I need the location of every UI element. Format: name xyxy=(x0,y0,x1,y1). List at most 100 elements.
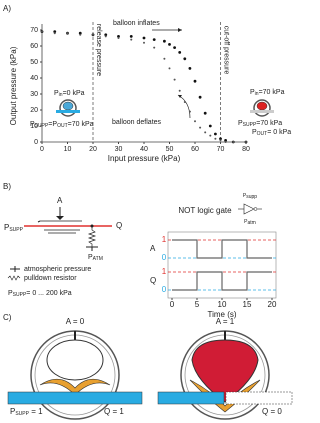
data-point xyxy=(188,67,192,70)
resistor xyxy=(87,226,97,247)
y-tick-label: 40 xyxy=(30,75,38,82)
data-point xyxy=(219,137,222,141)
arrow xyxy=(177,94,191,119)
x-axis-label: Input pressure (kPa) xyxy=(108,154,181,163)
data-point xyxy=(142,36,146,40)
data-point xyxy=(245,141,247,143)
label: Q = 1 xyxy=(104,407,124,416)
label: PATM xyxy=(88,254,103,262)
label: Q xyxy=(116,221,122,230)
data-point xyxy=(129,35,133,38)
gate-symbol xyxy=(253,207,258,211)
data-point xyxy=(214,132,217,136)
x-tick-label: 70 xyxy=(217,146,225,153)
y-tick-label: 1 xyxy=(162,235,167,244)
panel-label: B) xyxy=(3,182,11,191)
data-point xyxy=(178,51,182,54)
gate-symbol xyxy=(243,203,255,215)
x-tick-label: 50 xyxy=(166,146,174,153)
label: PSUPP= 0 ... 200 kPa xyxy=(8,290,72,298)
arrow-head xyxy=(178,28,182,32)
label: A xyxy=(57,196,63,205)
device xyxy=(157,330,293,420)
data-point xyxy=(224,141,227,143)
row-label: Q xyxy=(150,276,156,285)
data-point xyxy=(143,41,145,44)
data-point xyxy=(208,124,212,128)
data-point xyxy=(53,32,56,35)
annotation: balloon deflates xyxy=(112,119,162,126)
balloon-icon xyxy=(250,99,274,117)
y-tick-label: 30 xyxy=(30,91,38,98)
y-axis-label: Output pressure (kPa) xyxy=(9,46,18,125)
x-axis-label: Time (s) xyxy=(207,310,236,319)
x-tick-label: 5 xyxy=(195,300,200,309)
y-tick-label: 10 xyxy=(30,123,38,130)
x-tick-label: 20 xyxy=(89,146,97,153)
state-label: POUT= 0 kPa xyxy=(252,129,291,137)
x-tick-label: 0 xyxy=(170,300,175,309)
data-point xyxy=(41,30,43,33)
legend-text: atmospheric pressure xyxy=(24,266,91,273)
balloon-icon xyxy=(56,99,80,117)
data-point xyxy=(193,79,197,83)
data-point xyxy=(92,33,94,36)
chart-title: NOT logic gate xyxy=(178,206,232,215)
data-point xyxy=(173,78,176,81)
label: PSUPP = 1 xyxy=(10,407,43,417)
figure: A) B) C) Pin=0 kPa PSUPP=POUT=70 kPa Pin… xyxy=(3,4,293,420)
data-point xyxy=(168,67,171,70)
data-point xyxy=(224,139,228,142)
label: Psupp xyxy=(243,193,257,200)
y-tick-label: 0 xyxy=(34,139,38,146)
data-point xyxy=(104,33,108,37)
data-point xyxy=(53,30,57,33)
data-point xyxy=(168,43,171,46)
data-point xyxy=(178,89,181,92)
label: Patm xyxy=(244,219,256,226)
arrow-head xyxy=(56,216,64,220)
data-point xyxy=(173,46,177,49)
data-point xyxy=(130,38,133,41)
data-point xyxy=(78,31,82,35)
label: A = 1 xyxy=(216,317,235,326)
x-tick-label: 10 xyxy=(64,146,72,153)
data-point xyxy=(117,37,120,39)
x-tick-label: 30 xyxy=(115,146,123,153)
y-tick-label: 0 xyxy=(162,253,167,262)
panel-label: A) xyxy=(3,4,11,13)
y-tick-label: 1 xyxy=(162,267,167,276)
plate xyxy=(37,220,41,223)
data-point xyxy=(152,38,156,41)
x-tick-label: 15 xyxy=(243,300,252,309)
data-point xyxy=(232,141,235,143)
x-tick-label: 0 xyxy=(40,146,44,153)
data-point xyxy=(183,57,187,61)
data-point xyxy=(183,101,186,103)
state-label: PSUPP=POUT=70 kPa xyxy=(30,121,94,129)
label: A = 0 xyxy=(66,317,85,326)
data-point xyxy=(219,139,222,142)
data-point xyxy=(66,32,69,35)
data-point xyxy=(204,131,207,134)
threshold-label: release pressure xyxy=(95,24,102,76)
y-tick-label: 20 xyxy=(30,107,38,114)
label: PSUPP xyxy=(4,223,24,233)
data-point xyxy=(194,120,196,123)
panel-label: C) xyxy=(3,313,12,322)
y-tick-label: 70 xyxy=(30,27,38,34)
data-point xyxy=(104,35,107,38)
data-point xyxy=(203,111,207,115)
data-point xyxy=(163,57,166,60)
data-point xyxy=(209,134,212,137)
data-point xyxy=(199,126,202,129)
arrow-head xyxy=(178,95,182,98)
threshold-label: cut-off pressure xyxy=(223,26,230,75)
annotation: balloon inflates xyxy=(113,20,160,27)
state-label: PSUPP=70 kPa xyxy=(238,120,282,128)
x-tick-label: 10 xyxy=(218,300,227,309)
y-tick-label: 0 xyxy=(162,285,167,294)
x-tick-label: 60 xyxy=(191,146,199,153)
x-tick-label: 40 xyxy=(140,146,148,153)
x-tick-label: 20 xyxy=(268,300,277,309)
